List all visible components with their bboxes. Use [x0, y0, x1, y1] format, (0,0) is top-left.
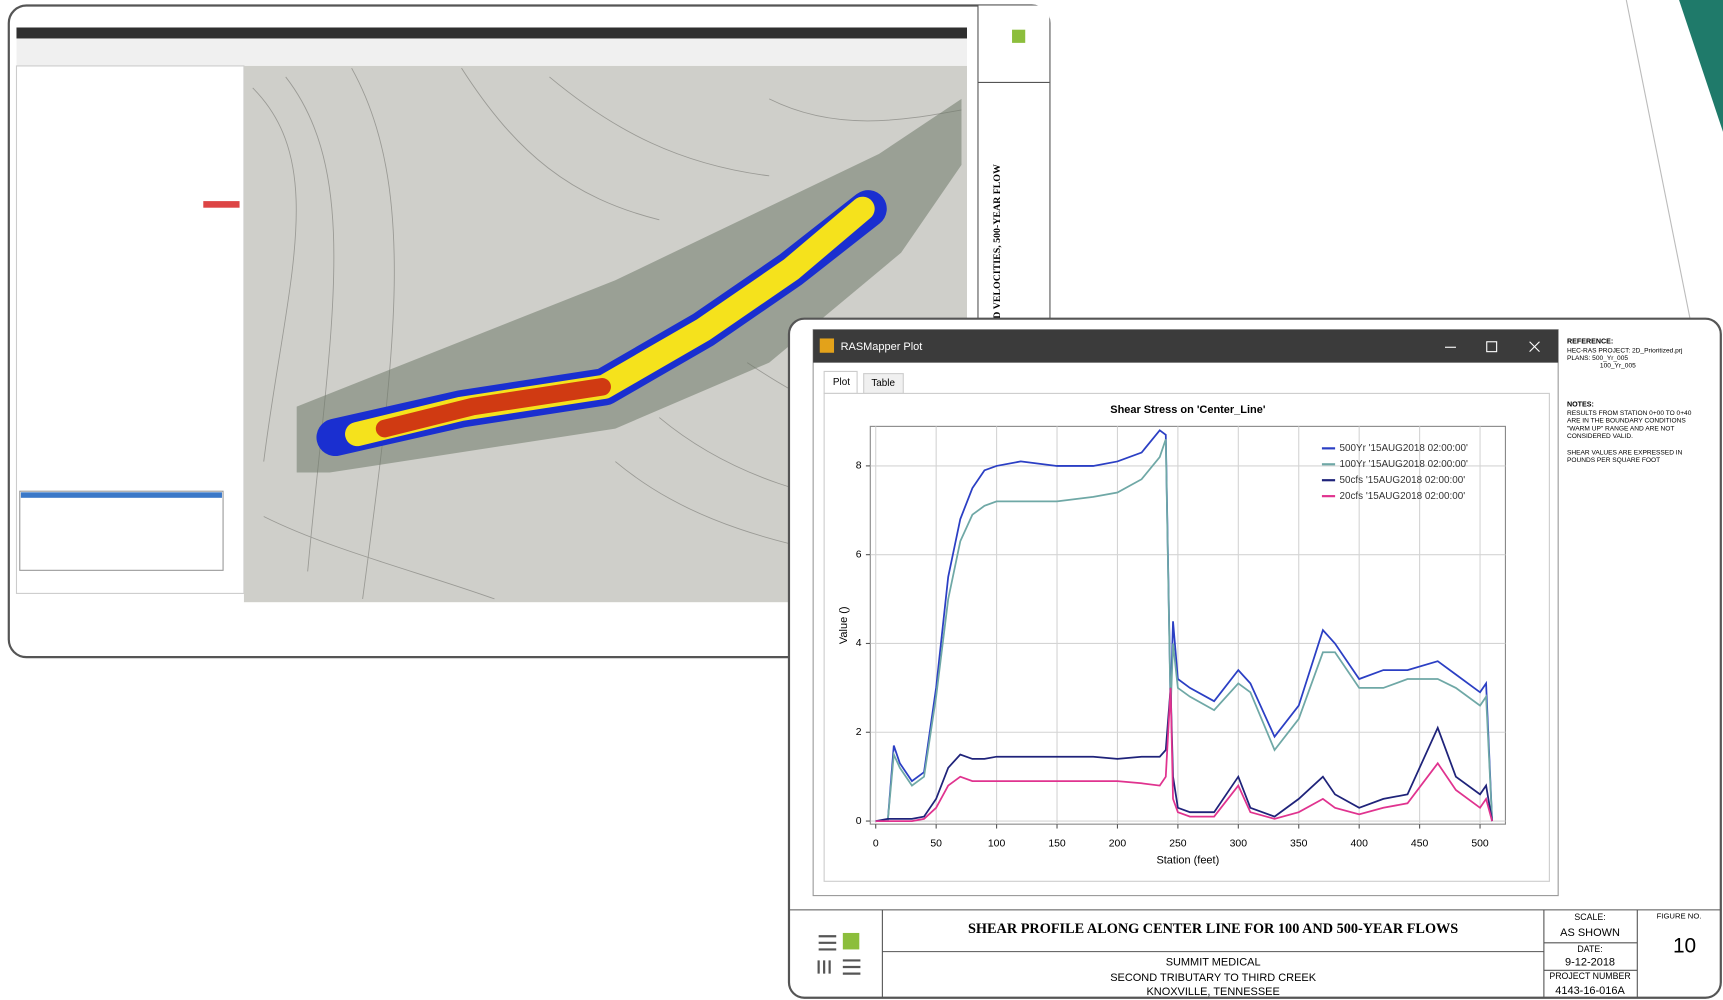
message-box — [19, 490, 224, 571]
date: 9-12-2018 — [1565, 957, 1615, 969]
reference-line: 100_Yr_005 — [1600, 363, 1636, 370]
series-line — [875, 687, 1493, 822]
x-tick-label: 250 — [1169, 839, 1187, 850]
slide-accent — [1679, 0, 1723, 132]
drawing-title: D VELOCITIES, 500-YEAR FLOW — [992, 164, 1003, 319]
note-line: "WARM UP" RANGE AND ARE NOT — [1567, 425, 1675, 432]
project-number-label: PROJECT NUMBER — [1549, 971, 1630, 981]
app-toolbar — [16, 38, 967, 66]
figure-number: 10 — [1673, 935, 1696, 958]
plot-titlebar — [813, 329, 1559, 363]
date-label: DATE: — [1577, 944, 1602, 954]
note-line: SHEAR VALUES ARE EXPRESSED IN — [1567, 449, 1683, 456]
tab-label: Table — [871, 378, 895, 389]
x-axis-label: Station (feet) — [1156, 854, 1219, 866]
project-number: 4143-16-016A — [1555, 985, 1625, 997]
y-tick-label: 6 — [856, 549, 862, 560]
x-tick-label: 500 — [1471, 839, 1489, 850]
client: SUMMIT MEDICAL — [1166, 957, 1261, 969]
x-tick-label: 100 — [988, 839, 1006, 850]
velocity-band-high — [375, 378, 611, 438]
x-tick-label: 150 — [1048, 839, 1066, 850]
legend-label: 20cfs '15AUG2018 02:00:00' — [1340, 491, 1466, 502]
x-tick-label: 350 — [1290, 839, 1308, 850]
note-line: CONSIDERED VALID. — [1567, 433, 1633, 440]
notes-heading: NOTES: — [1567, 400, 1594, 408]
note-line: RESULTS FROM STATION 0+00 TO 0+40 — [1567, 410, 1692, 417]
y-tick-label: 0 — [856, 816, 862, 827]
logo-block — [1012, 29, 1026, 43]
x-tick-label: 450 — [1411, 839, 1429, 850]
chart-title: Shear Stress on 'Center_Line' — [1110, 404, 1266, 416]
y-axis-label: Value () — [838, 606, 850, 644]
note-line: ARE IN THE BOUNDARY CONDITIONS — [1567, 418, 1686, 425]
series-line — [875, 438, 1494, 822]
app-titlebar — [16, 27, 967, 39]
reference-lines: HEC-RAS PROJECT: 2D_Prioritized.prjPLANS… — [1567, 347, 1683, 369]
y-tick-label: 2 — [856, 727, 862, 738]
plot-area — [869, 425, 1506, 825]
x-tick-label: 50 — [930, 839, 942, 850]
legend-swatch — [203, 201, 240, 208]
x-tick-label: 300 — [1230, 839, 1248, 850]
window-title: RASMapper Plot — [841, 341, 923, 353]
y-tick-label: 8 — [856, 461, 862, 472]
x-tick-label: 400 — [1350, 839, 1368, 850]
mesh-area — [296, 98, 962, 473]
reference-line: PLANS: 500_Yr_005 — [1567, 355, 1628, 362]
x-tick-label: 200 — [1109, 839, 1127, 850]
reference-line: HEC-RAS PROJECT: 2D_Prioritized.prj — [1567, 347, 1683, 354]
figure-label: FIGURE NO. — [1657, 911, 1702, 920]
maximize-button[interactable] — [1486, 341, 1498, 353]
close-button[interactable] — [1529, 341, 1540, 353]
tab-label: Plot — [833, 377, 850, 388]
logo-lines — [817, 935, 861, 975]
selection-bar — [20, 492, 222, 498]
reference-heading: REFERENCE: — [1567, 338, 1613, 346]
y-tick-label: 4 — [856, 638, 862, 649]
scale-label: SCALE: — [1574, 912, 1605, 922]
logo-block — [842, 932, 860, 950]
slide-line — [1625, 0, 1693, 330]
note-line: POUNDS PER SQUARE FOOT — [1567, 457, 1660, 464]
x-tick-label: 0 — [873, 839, 879, 850]
sheet-title: SHEAR PROFILE ALONG CENTER LINE FOR 100 … — [968, 921, 1458, 937]
scale: AS SHOWN — [1560, 927, 1620, 939]
legend-label: 100Yr '15AUG2018 02:00:00' — [1340, 459, 1469, 470]
chart: Shear Stress on 'Center_Line' Station (f… — [838, 404, 1506, 866]
project: SECOND TRIBUTARY TO THIRD CREEK — [1110, 972, 1316, 984]
legend-label: 50cfs '15AUG2018 02:00:00' — [1340, 475, 1466, 486]
legend-label: 500Yr '15AUG2018 02:00:00' — [1340, 443, 1469, 454]
app-icon — [819, 338, 835, 353]
location: KNOXVILLE, TENNESSEE — [1146, 986, 1279, 998]
front-sheet: RASMapper Plot Plot Table Shear Stress o… — [787, 317, 1722, 999]
